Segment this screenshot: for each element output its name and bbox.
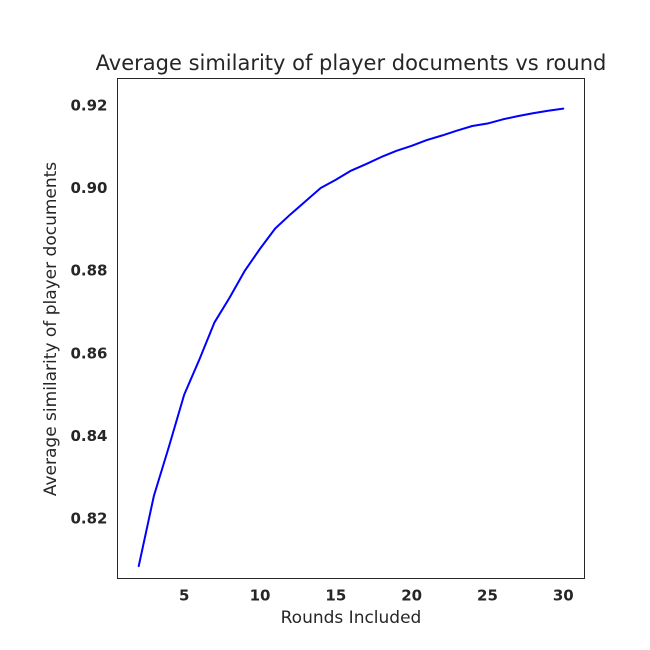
series-group (137, 107, 565, 568)
x-tick-label: 25 (477, 587, 498, 605)
y-tick-label: 0.88 (70, 262, 107, 280)
x-axis-label: Rounds Included (281, 608, 422, 628)
y-tick-label: 0.82 (70, 510, 107, 528)
chart-title: Average similarity of player documents v… (96, 51, 607, 75)
y-axis-label: Average similarity of player documents (41, 162, 61, 496)
y-ticks: 0.82 0.84 0.86 0.88 0.90 0.92 (70, 96, 107, 527)
plot-frame (117, 78, 585, 579)
y-tick-label: 0.84 (70, 427, 107, 445)
x-tick-label: 30 (553, 587, 574, 605)
y-tick-label: 0.92 (70, 96, 107, 114)
x-tick-label: 5 (179, 587, 189, 605)
y-tick-label: 0.86 (70, 344, 107, 362)
y-tick-label: 0.90 (70, 179, 107, 197)
x-tick-label: 20 (401, 587, 422, 605)
x-tick-label: 15 (325, 587, 346, 605)
x-tick-label: 10 (250, 587, 271, 605)
x-ticks: 5 10 15 20 25 30 (179, 587, 574, 605)
series-line (137, 107, 565, 568)
